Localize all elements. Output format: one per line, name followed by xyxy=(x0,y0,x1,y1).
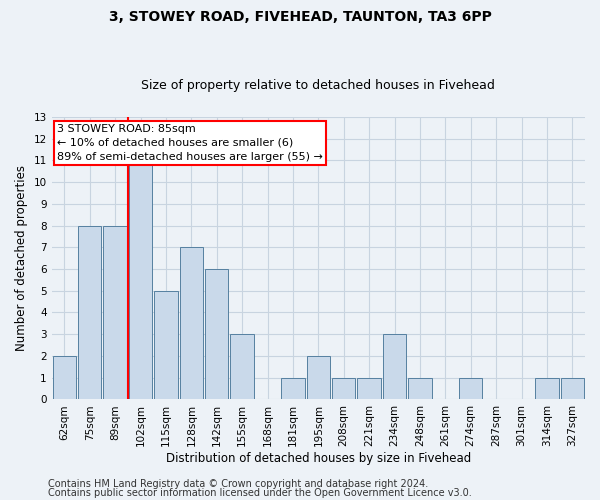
Bar xyxy=(459,378,482,400)
Bar xyxy=(103,226,127,400)
Bar xyxy=(129,160,152,400)
Bar xyxy=(560,378,584,400)
Text: Contains HM Land Registry data © Crown copyright and database right 2024.: Contains HM Land Registry data © Crown c… xyxy=(48,479,428,489)
Bar xyxy=(307,356,330,400)
Bar xyxy=(358,378,381,400)
Text: Contains public sector information licensed under the Open Government Licence v3: Contains public sector information licen… xyxy=(48,488,472,498)
Bar xyxy=(332,378,355,400)
Bar xyxy=(408,378,431,400)
Bar xyxy=(281,378,305,400)
X-axis label: Distribution of detached houses by size in Fivehead: Distribution of detached houses by size … xyxy=(166,452,471,465)
Bar xyxy=(179,247,203,400)
Text: 3, STOWEY ROAD, FIVEHEAD, TAUNTON, TA3 6PP: 3, STOWEY ROAD, FIVEHEAD, TAUNTON, TA3 6… xyxy=(109,10,491,24)
Y-axis label: Number of detached properties: Number of detached properties xyxy=(15,165,28,351)
Title: Size of property relative to detached houses in Fivehead: Size of property relative to detached ho… xyxy=(142,79,495,92)
Text: 3 STOWEY ROAD: 85sqm
← 10% of detached houses are smaller (6)
89% of semi-detach: 3 STOWEY ROAD: 85sqm ← 10% of detached h… xyxy=(57,124,323,162)
Bar xyxy=(383,334,406,400)
Bar xyxy=(53,356,76,400)
Bar xyxy=(78,226,101,400)
Bar xyxy=(535,378,559,400)
Bar xyxy=(205,269,229,400)
Bar xyxy=(230,334,254,400)
Bar xyxy=(154,290,178,400)
